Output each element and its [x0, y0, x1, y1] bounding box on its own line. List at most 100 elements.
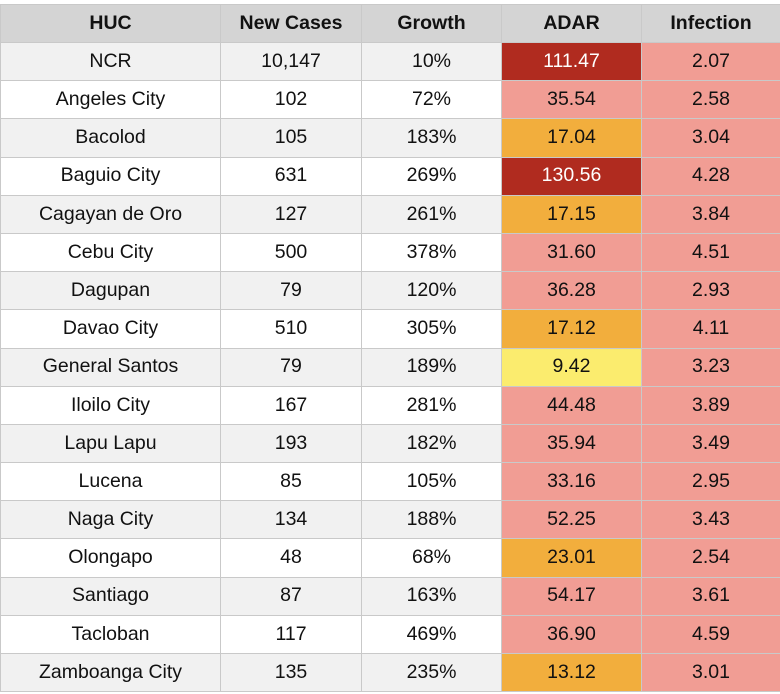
cell-infection[interactable]: 3.49 — [641, 423, 780, 464]
cell-new-cases[interactable]: 134 — [220, 500, 362, 540]
cell-huc[interactable]: Angeles City — [0, 80, 221, 120]
cell-infection[interactable]: 3.04 — [641, 118, 780, 158]
cell-adar[interactable]: 36.90 — [501, 614, 642, 655]
cell-infection[interactable]: 4.11 — [641, 309, 780, 349]
cell-growth[interactable]: 269% — [361, 156, 502, 196]
cell-new-cases[interactable]: 127 — [220, 194, 362, 234]
header-adar[interactable]: ADAR — [501, 4, 642, 43]
cell-new-cases[interactable]: 102 — [220, 80, 362, 120]
cell-growth[interactable]: 305% — [361, 309, 502, 349]
table-row: Olongapo 48 68% 23.01 2.54 — [0, 538, 780, 578]
cell-adar[interactable]: 9.42 — [501, 347, 642, 387]
cell-new-cases[interactable]: 87 — [220, 576, 362, 616]
cell-infection[interactable]: 3.61 — [641, 576, 780, 616]
cell-huc[interactable]: NCR — [0, 41, 221, 82]
cell-adar[interactable]: 17.04 — [501, 118, 642, 158]
cell-huc[interactable]: Lapu Lapu — [0, 423, 221, 464]
cell-new-cases[interactable]: 500 — [220, 232, 362, 273]
cell-huc[interactable]: Olongapo — [0, 538, 221, 578]
table-row: Bacolod 105 183% 17.04 3.04 — [0, 118, 780, 158]
table-row: Lapu Lapu 193 182% 35.94 3.49 — [0, 423, 780, 464]
cell-growth[interactable]: 469% — [361, 614, 502, 655]
cell-growth[interactable]: 163% — [361, 576, 502, 616]
cell-infection[interactable]: 2.95 — [641, 462, 780, 502]
cell-adar[interactable]: 17.15 — [501, 194, 642, 234]
cell-huc[interactable]: Zamboanga City — [0, 652, 221, 693]
cell-adar[interactable]: 35.54 — [501, 80, 642, 120]
cell-huc[interactable]: Dagupan — [0, 271, 221, 311]
cell-huc[interactable]: Tacloban — [0, 614, 221, 655]
header-infection[interactable]: Infection — [641, 4, 780, 43]
cell-new-cases[interactable]: 167 — [220, 385, 362, 425]
cell-adar[interactable]: 35.94 — [501, 423, 642, 464]
cell-huc[interactable]: Cebu City — [0, 232, 221, 273]
cell-adar[interactable]: 111.47 — [501, 41, 642, 82]
cell-growth[interactable]: 120% — [361, 271, 502, 311]
cell-infection[interactable]: 3.43 — [641, 500, 780, 540]
header-growth[interactable]: Growth — [361, 4, 502, 43]
cell-infection[interactable]: 3.23 — [641, 347, 780, 387]
cell-infection[interactable]: 2.58 — [641, 80, 780, 120]
cell-huc[interactable]: Santiago — [0, 576, 221, 616]
cell-huc[interactable]: Cagayan de Oro — [0, 194, 221, 234]
cell-infection[interactable]: 2.93 — [641, 271, 780, 311]
cell-infection[interactable]: 3.84 — [641, 194, 780, 234]
cell-adar[interactable]: 23.01 — [501, 538, 642, 578]
cell-huc[interactable]: Baguio City — [0, 156, 221, 196]
header-huc[interactable]: HUC — [0, 4, 221, 43]
header-new-cases[interactable]: New Cases — [220, 4, 362, 43]
cell-growth[interactable]: 10% — [361, 41, 502, 82]
cell-infection[interactable]: 3.01 — [641, 652, 780, 693]
cell-infection[interactable]: 2.07 — [641, 41, 780, 82]
cell-growth[interactable]: 189% — [361, 347, 502, 387]
cell-adar[interactable]: 13.12 — [501, 652, 642, 693]
cell-infection[interactable]: 4.59 — [641, 614, 780, 655]
cell-infection[interactable]: 3.89 — [641, 385, 780, 425]
cell-growth[interactable]: 105% — [361, 462, 502, 502]
cell-adar[interactable]: 54.17 — [501, 576, 642, 616]
cell-new-cases[interactable]: 10,147 — [220, 41, 362, 82]
cell-adar[interactable]: 44.48 — [501, 385, 642, 425]
table-row: Angeles City 102 72% 35.54 2.58 — [0, 80, 780, 120]
table-body: NCR 10,147 10% 111.47 2.07 Angeles City 102 72%… — [0, 41, 780, 693]
huc-table: HUC New Cases Growth ADAR Infection NCR 1… — [0, 4, 780, 693]
table-row: Baguio City 631 269% 130.56 4.28 — [0, 156, 780, 196]
cell-infection[interactable]: 4.28 — [641, 156, 780, 196]
cell-new-cases[interactable]: 79 — [220, 347, 362, 387]
cell-new-cases[interactable]: 631 — [220, 156, 362, 196]
cell-adar[interactable]: 130.56 — [501, 156, 642, 196]
cell-new-cases[interactable]: 85 — [220, 462, 362, 502]
table-row: Tacloban 117 469% 36.90 4.59 — [0, 614, 780, 655]
cell-huc[interactable]: Naga City — [0, 500, 221, 540]
cell-growth[interactable]: 183% — [361, 118, 502, 158]
cell-adar[interactable]: 31.60 — [501, 232, 642, 273]
cell-growth[interactable]: 378% — [361, 232, 502, 273]
cell-new-cases[interactable]: 117 — [220, 614, 362, 655]
cell-new-cases[interactable]: 193 — [220, 423, 362, 464]
cell-new-cases[interactable]: 510 — [220, 309, 362, 349]
cell-new-cases[interactable]: 135 — [220, 652, 362, 693]
cell-huc[interactable]: Davao City — [0, 309, 221, 349]
cell-adar[interactable]: 17.12 — [501, 309, 642, 349]
cell-growth[interactable]: 235% — [361, 652, 502, 693]
cell-huc[interactable]: General Santos — [0, 347, 221, 387]
table-row: Cebu City 500 378% 31.60 4.51 — [0, 232, 780, 273]
cell-growth[interactable]: 281% — [361, 385, 502, 425]
cell-new-cases[interactable]: 48 — [220, 538, 362, 578]
cell-growth[interactable]: 72% — [361, 80, 502, 120]
cell-huc[interactable]: Bacolod — [0, 118, 221, 158]
cell-huc[interactable]: Lucena — [0, 462, 221, 502]
cell-infection[interactable]: 2.54 — [641, 538, 780, 578]
table-row: Dagupan 79 120% 36.28 2.93 — [0, 271, 780, 311]
cell-infection[interactable]: 4.51 — [641, 232, 780, 273]
cell-growth[interactable]: 182% — [361, 423, 502, 464]
cell-new-cases[interactable]: 105 — [220, 118, 362, 158]
cell-adar[interactable]: 33.16 — [501, 462, 642, 502]
cell-adar[interactable]: 52.25 — [501, 500, 642, 540]
cell-growth[interactable]: 68% — [361, 538, 502, 578]
cell-growth[interactable]: 261% — [361, 194, 502, 234]
cell-adar[interactable]: 36.28 — [501, 271, 642, 311]
cell-new-cases[interactable]: 79 — [220, 271, 362, 311]
cell-growth[interactable]: 188% — [361, 500, 502, 540]
cell-huc[interactable]: Iloilo City — [0, 385, 221, 425]
